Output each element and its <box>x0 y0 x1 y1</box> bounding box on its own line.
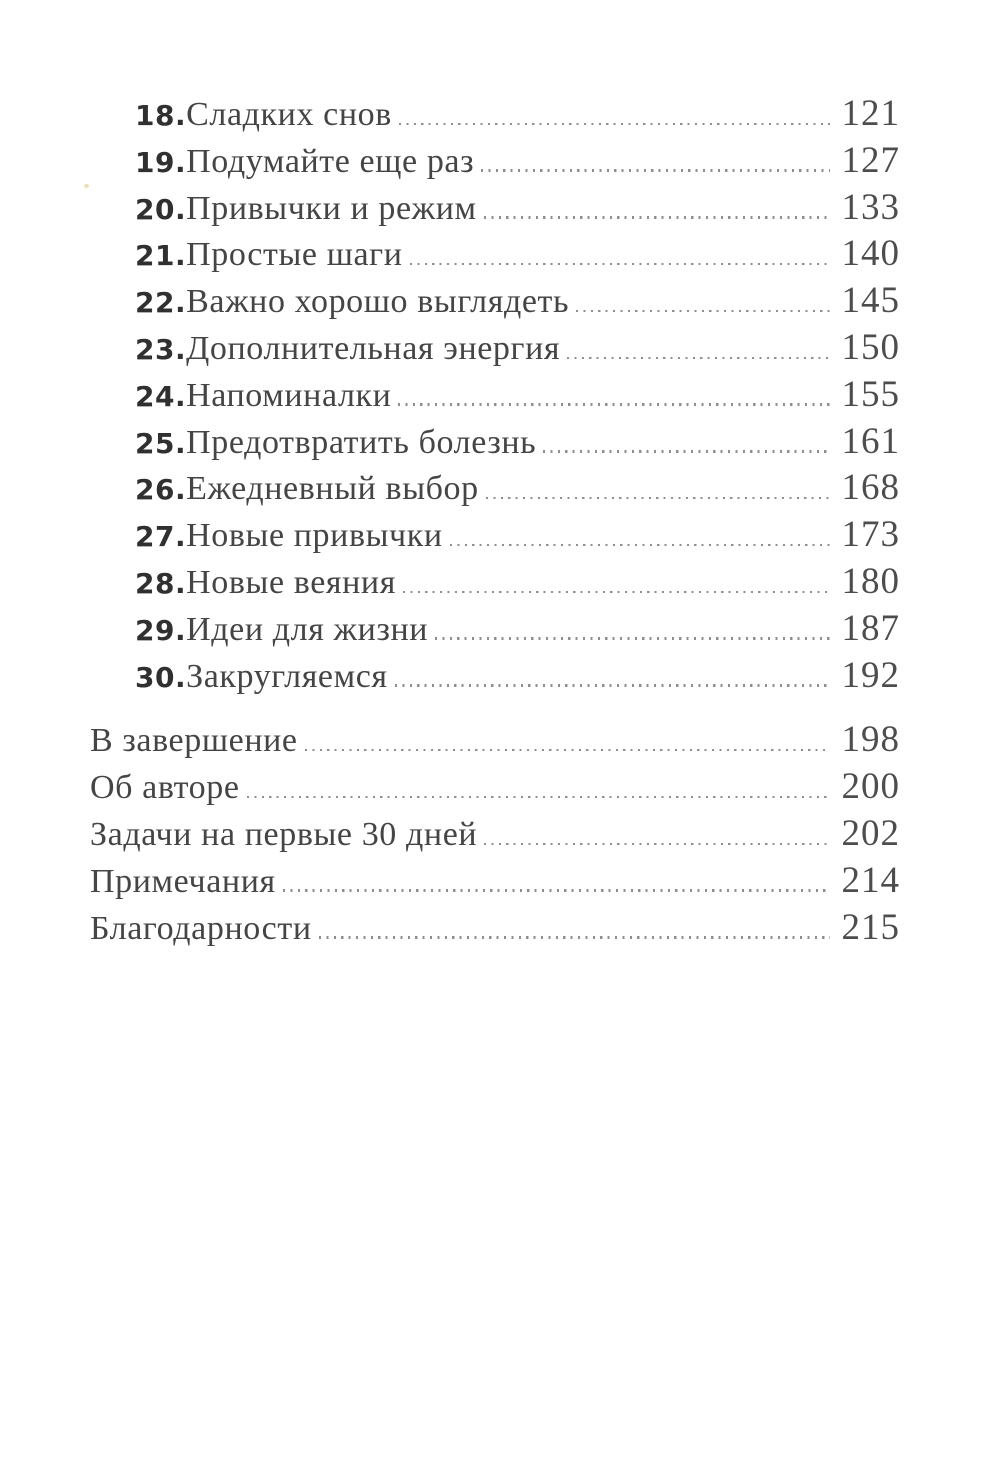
dot-leader <box>484 842 830 845</box>
chapter-title: Привычки и режим <box>186 189 477 227</box>
chapter-number: 29. <box>135 613 187 647</box>
dot-leader <box>435 637 830 640</box>
chapter-title: Дополнительная энергия <box>186 329 561 367</box>
dot-leader <box>567 356 830 359</box>
toc-entry: Благодарности 215 <box>90 906 900 953</box>
toc-entry: Примечания 214 <box>90 859 900 906</box>
page-number: 202 <box>841 812 900 854</box>
chapter-title: Подумайте еще раз <box>186 142 475 180</box>
dot-leader <box>398 403 830 406</box>
toc-entry: 19. Подумайте еще раз 127 <box>90 139 900 186</box>
dot-leader <box>318 936 830 939</box>
scan-speck <box>84 184 89 188</box>
chapter-title: Идеи для жизни <box>186 610 429 648</box>
toc-entry: 24. Напоминалки 155 <box>90 373 900 420</box>
chapter-title: Предотвратить болезнь <box>186 423 537 461</box>
page-number: 140 <box>841 233 900 275</box>
chapter-number: 25. <box>135 426 187 460</box>
dot-leader <box>304 748 830 752</box>
page-number: 168 <box>841 467 900 509</box>
toc-entry: 29. Идеи для жизни 187 <box>90 607 900 654</box>
toc-numbered-list: 18. Сладких снов 121 19. Подумайте еще раз 12… <box>90 92 900 700</box>
page-number: 187 <box>841 607 900 649</box>
dot-leader <box>481 169 830 172</box>
section-title: Примечания <box>90 862 276 900</box>
toc-entry: 23. Дополнительная энергия 150 <box>90 326 900 373</box>
page-number: 200 <box>841 766 900 808</box>
toc-entry: 18. Сладких снов 121 <box>90 92 900 139</box>
chapter-title: Важно хорошо выглядеть <box>186 283 570 321</box>
chapter-title: Напоминалки <box>186 376 392 414</box>
dot-leader <box>246 795 830 799</box>
chapter-number: 20. <box>135 192 187 226</box>
section-title: Задачи на первые 30 дней <box>90 815 478 853</box>
chapter-title: Сладких снов <box>186 96 392 133</box>
page-number: 180 <box>841 560 900 602</box>
chapter-number: 30. <box>135 660 187 694</box>
page-number: 145 <box>841 280 900 322</box>
chapter-title: Закругляемся <box>186 657 388 695</box>
dot-leader <box>402 590 830 593</box>
chapter-number: 27. <box>135 520 187 554</box>
toc-entry: 25. Предотвратить болезнь 161 <box>90 420 900 467</box>
dot-leader <box>483 216 830 219</box>
dot-leader <box>576 309 830 313</box>
page-number: 215 <box>841 906 900 948</box>
section-title: В завершение <box>90 722 298 760</box>
dot-leader <box>543 450 830 453</box>
dot-leader <box>398 122 830 125</box>
chapter-number: 22. <box>135 286 187 320</box>
page-number: 192 <box>841 654 900 696</box>
chapter-title: Новые привычки <box>186 517 443 555</box>
chapter-number: 19. <box>135 145 187 179</box>
page-number: 121 <box>841 93 900 134</box>
chapter-number: 28. <box>135 566 187 600</box>
chapter-number: 24. <box>135 379 187 413</box>
page-number: 214 <box>841 859 900 901</box>
dot-leader <box>394 684 830 687</box>
chapter-title: Ежедневный выбор <box>186 470 479 508</box>
toc-entry: 27. Новые привычки 173 <box>90 513 900 560</box>
chapter-number: 23. <box>135 332 187 366</box>
toc-entry: 20. Привычки и режим 133 <box>90 186 900 233</box>
dot-leader <box>485 496 830 500</box>
page-number: 133 <box>841 186 900 228</box>
toc-entry: 21. Простые шаги 140 <box>90 232 900 279</box>
toc-entry: 30. Закругляемся 192 <box>90 654 900 701</box>
section-title: Благодарности <box>90 909 312 947</box>
toc-entry: 26. Ежедневный выбор 168 <box>90 466 900 513</box>
toc-entry: Задачи на первые 30 дней 202 <box>90 812 900 859</box>
chapter-title: Простые шаги <box>186 236 403 274</box>
toc-entry: Об авторе 200 <box>90 765 900 812</box>
dot-leader <box>409 263 830 266</box>
chapter-number: 18. <box>135 99 187 132</box>
table-of-contents: 18. Сладких снов 121 19. Подумайте еще раз 12… <box>90 92 900 952</box>
toc-entry: В завершение 198 <box>90 718 900 765</box>
toc-entry: 28. Новые веяния 180 <box>90 560 900 607</box>
toc-back-matter-list: В завершение 198 Об авторе 200 Задачи на пер… <box>90 718 900 952</box>
page-number: 198 <box>841 719 900 761</box>
dot-leader <box>449 543 830 547</box>
chapter-title: Новые веяния <box>186 563 396 601</box>
section-title: Об авторе <box>90 769 240 807</box>
page-number: 173 <box>841 514 900 556</box>
dot-leader <box>282 889 830 892</box>
page-number: 127 <box>841 139 900 181</box>
page-number: 150 <box>841 326 900 368</box>
toc-entry: 22. Важно хорошо выглядеть 145 <box>90 279 900 326</box>
page-number: 155 <box>841 373 900 415</box>
page-number: 161 <box>841 420 900 462</box>
chapter-number: 26. <box>135 473 187 507</box>
chapter-number: 21. <box>135 239 187 273</box>
